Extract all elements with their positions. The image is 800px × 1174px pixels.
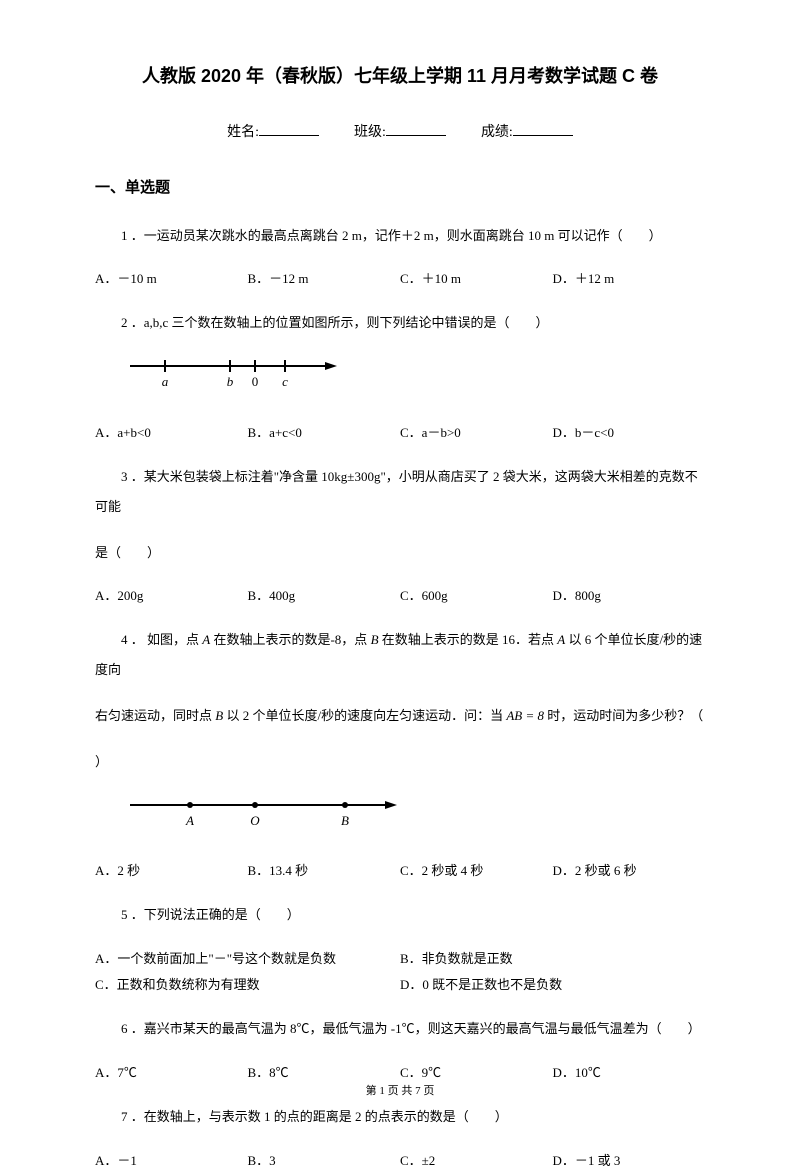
q3-option-d: D．800g xyxy=(553,583,706,609)
q5-option-a: A．一个数前面加上"－"号这个数就是负数 xyxy=(95,946,400,972)
q4-option-d: D．2 秒或 6 秒 xyxy=(553,858,706,884)
q1-option-d: D．＋12 m xyxy=(553,266,706,292)
svg-text:c: c xyxy=(282,374,288,389)
question-4-line3: ） xyxy=(95,747,705,777)
q5-option-b: B．非负数就是正数 xyxy=(400,946,705,972)
class-label: 班级: xyxy=(354,125,386,140)
question-6: 6 ．嘉兴市某天的最高气温为 8℃，最低气温为 -1℃，则这天嘉兴的最高气温与最… xyxy=(95,1014,705,1044)
q4-text-2c: 时，运动时间为多少秒？（ xyxy=(544,708,716,723)
q4-option-c: C．2 秒或 4 秒 xyxy=(400,858,553,884)
q3-option-c: C．600g xyxy=(400,583,553,609)
q7-option-d: D．－1 或 3 xyxy=(553,1148,706,1174)
q1-option-a: A．－10 m xyxy=(95,266,248,292)
question-5-options: A．一个数前面加上"－"号这个数就是负数 B．非负数就是正数 C．正数和负数统称… xyxy=(95,946,705,998)
q5-option-d: D．0 既不是正数也不是负数 xyxy=(400,972,705,998)
number-line-svg-2: A O B xyxy=(125,793,405,835)
q4-eq: AB = 8 xyxy=(506,708,544,723)
question-4: 4 ． 如图，点 A 在数轴上表示的数是-8，点 B 在数轴上表示的数是 16．… xyxy=(95,625,705,685)
page-footer: 第 1 页 共 7 页 xyxy=(0,1082,800,1102)
q3-option-a: A．200g xyxy=(95,583,248,609)
question-3: 3 ．某大米包装袋上标注着"净含量 10kg±300g"，小明从商店买了 2 袋… xyxy=(95,462,705,522)
q1-option-b: B．－12 m xyxy=(248,266,401,292)
q4-text-1: 4 ． 如图，点 xyxy=(121,632,202,647)
score-blank[interactable] xyxy=(513,122,573,136)
svg-text:O: O xyxy=(250,813,260,828)
question-2: 2 ．a,b,c 三个数在数轴上的位置如图所示，则下列结论中错误的是（ ） xyxy=(95,308,705,338)
q7-option-b: B．3 xyxy=(248,1148,401,1174)
question-3-options: A．200g B．400g C．600g D．800g xyxy=(95,583,705,609)
svg-text:a: a xyxy=(162,374,169,389)
svg-text:B: B xyxy=(341,813,349,828)
question-1-options: A．－10 m B．－12 m C．＋10 m D．＋12 m xyxy=(95,266,705,292)
q2-option-b: B．a+c<0 xyxy=(248,420,401,446)
score-label: 成绩: xyxy=(481,125,513,140)
q4-text-1c: 在数轴上表示的数是 16．若点 xyxy=(379,632,558,647)
svg-text:b: b xyxy=(227,374,234,389)
student-info-line: 姓名: 班级: 成绩: xyxy=(95,120,705,145)
question-7: 7 ．在数轴上，与表示数 1 的点的距离是 2 的点表示的数是（ ） xyxy=(95,1102,705,1132)
question-3-cont: 是（ ） xyxy=(95,538,705,568)
q4-text-1b: 在数轴上表示的数是-8，点 xyxy=(210,632,370,647)
question-4-options: A．2 秒 B．13.4 秒 C．2 秒或 4 秒 D．2 秒或 6 秒 xyxy=(95,858,705,884)
section-heading: 一、单选题 xyxy=(95,174,705,201)
q7-option-c: C．±2 xyxy=(400,1148,553,1174)
question-7-options: A．－1 B．3 C．±2 D．－1 或 3 xyxy=(95,1148,705,1174)
q4-var-B1: B xyxy=(371,632,379,647)
q4-option-b: B．13.4 秒 xyxy=(248,858,401,884)
question-2-options: A．a+b<0 B．a+c<0 C．a－b>0 D．b－c<0 xyxy=(95,420,705,446)
svg-text:A: A xyxy=(185,813,194,828)
question-4-line2: 右匀速运动，同时点 B 以 2 个单位长度/秒的速度向左匀速运动．问：当 AB … xyxy=(95,701,705,731)
name-label: 姓名: xyxy=(227,125,259,140)
question-5: 5 ．下列说法正确的是（ ） xyxy=(95,900,705,930)
name-blank[interactable] xyxy=(259,122,319,136)
q2-option-c: C．a－b>0 xyxy=(400,420,553,446)
q4-option-a: A．2 秒 xyxy=(95,858,248,884)
q2-option-a: A．a+b<0 xyxy=(95,420,248,446)
q4-text-2b: 以 2 个单位长度/秒的速度向左匀速运动．问：当 xyxy=(223,708,506,723)
q2-number-line: a b 0 c xyxy=(125,354,705,403)
exam-title: 人教版 2020 年（春秋版）七年级上学期 11 月月考数学试题 C 卷 xyxy=(95,60,705,92)
class-blank[interactable] xyxy=(386,122,446,136)
q2-option-d: D．b－c<0 xyxy=(553,420,706,446)
q5-option-c: C．正数和负数统称为有理数 xyxy=(95,972,400,998)
svg-text:0: 0 xyxy=(252,374,259,389)
q4-text-2a: 右匀速运动，同时点 xyxy=(95,708,215,723)
question-1: 1 ．一运动员某次跳水的最高点离跳台 2 m，记作＋2 m，则水面离跳台 10 … xyxy=(95,221,705,251)
q1-option-c: C．＋10 m xyxy=(400,266,553,292)
q3-option-b: B．400g xyxy=(248,583,401,609)
q4-number-line: A O B xyxy=(125,793,705,842)
q7-option-a: A．－1 xyxy=(95,1148,248,1174)
number-line-svg: a b 0 c xyxy=(125,354,345,396)
